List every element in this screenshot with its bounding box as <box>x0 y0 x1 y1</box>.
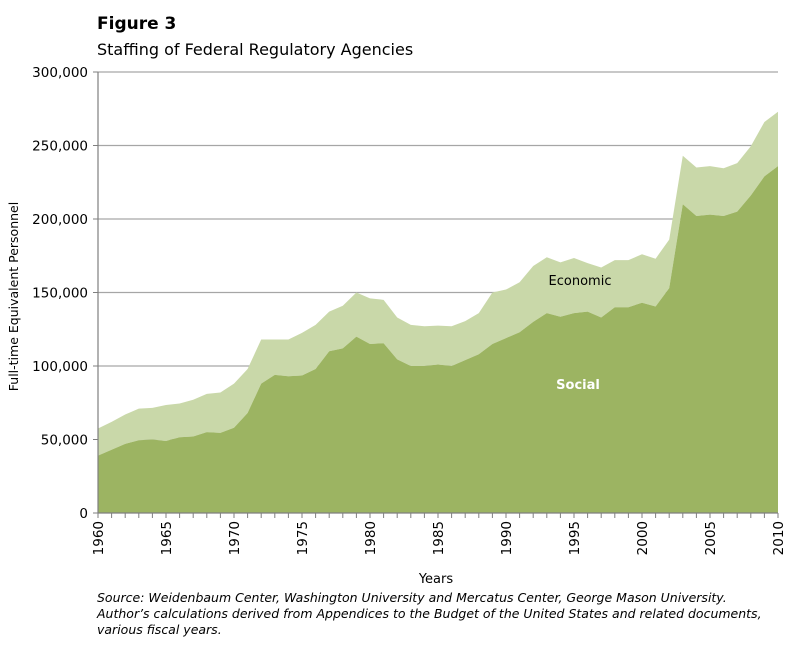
source-note: Source: Weidenbaum Center, Washington Un… <box>97 590 787 638</box>
source-line-2: Author’s calculations derived from Appen… <box>97 606 762 621</box>
series-economic-area <box>98 111 778 456</box>
series-label-economic: Economic <box>549 274 612 289</box>
y-tick-label: 150,000 <box>32 286 88 302</box>
x-tick-label: 1975 <box>295 521 311 555</box>
x-tick-label: 1990 <box>499 521 515 555</box>
x-tick-label: 2000 <box>635 521 651 555</box>
x-tick-label: 1970 <box>227 521 243 555</box>
y-tick-label: 0 <box>79 506 88 522</box>
figure-label: Figure 3 <box>97 14 177 34</box>
x-tick-label: 1980 <box>363 521 379 555</box>
source-line-3: various fiscal years. <box>97 622 222 637</box>
chart-title: Staffing of Federal Regulatory Agencies <box>97 40 414 59</box>
y-tick-label: 200,000 <box>32 212 88 228</box>
x-tick-label: 2005 <box>703 521 719 555</box>
x-tick-label: 1985 <box>431 521 447 555</box>
source-line-1: Source: Weidenbaum Center, Washington Un… <box>97 590 727 605</box>
y-tick-label: 300,000 <box>32 65 88 81</box>
series-social-area <box>98 166 778 513</box>
y-tick-label: 50,000 <box>41 433 88 449</box>
y-tick-label: 250,000 <box>32 139 88 155</box>
series-label-social: Social <box>556 378 600 393</box>
x-tick-label: 2010 <box>771 521 787 555</box>
x-tick-label: 1995 <box>567 521 583 555</box>
y-tick-label: 100,000 <box>32 359 88 375</box>
x-axis-title: Years <box>418 572 454 587</box>
x-tick-label: 1960 <box>91 521 107 555</box>
y-axis-title: Full-time Equivalent Personnel <box>6 202 21 391</box>
x-tick-label: 1965 <box>159 521 175 555</box>
